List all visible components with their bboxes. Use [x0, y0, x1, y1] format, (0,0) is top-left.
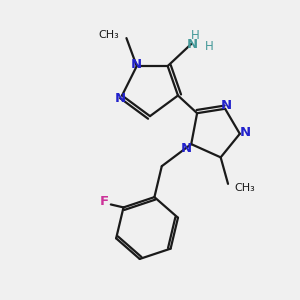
Text: N: N	[187, 38, 198, 50]
Text: N: N	[221, 99, 232, 112]
Text: N: N	[240, 126, 251, 139]
Text: N: N	[115, 92, 126, 105]
Text: N: N	[131, 58, 142, 70]
Text: CH₃: CH₃	[98, 30, 119, 40]
Text: H: H	[205, 40, 213, 53]
Text: H: H	[191, 29, 200, 42]
Text: F: F	[100, 195, 109, 208]
Text: CH₃: CH₃	[234, 183, 255, 193]
Text: N: N	[181, 142, 192, 155]
